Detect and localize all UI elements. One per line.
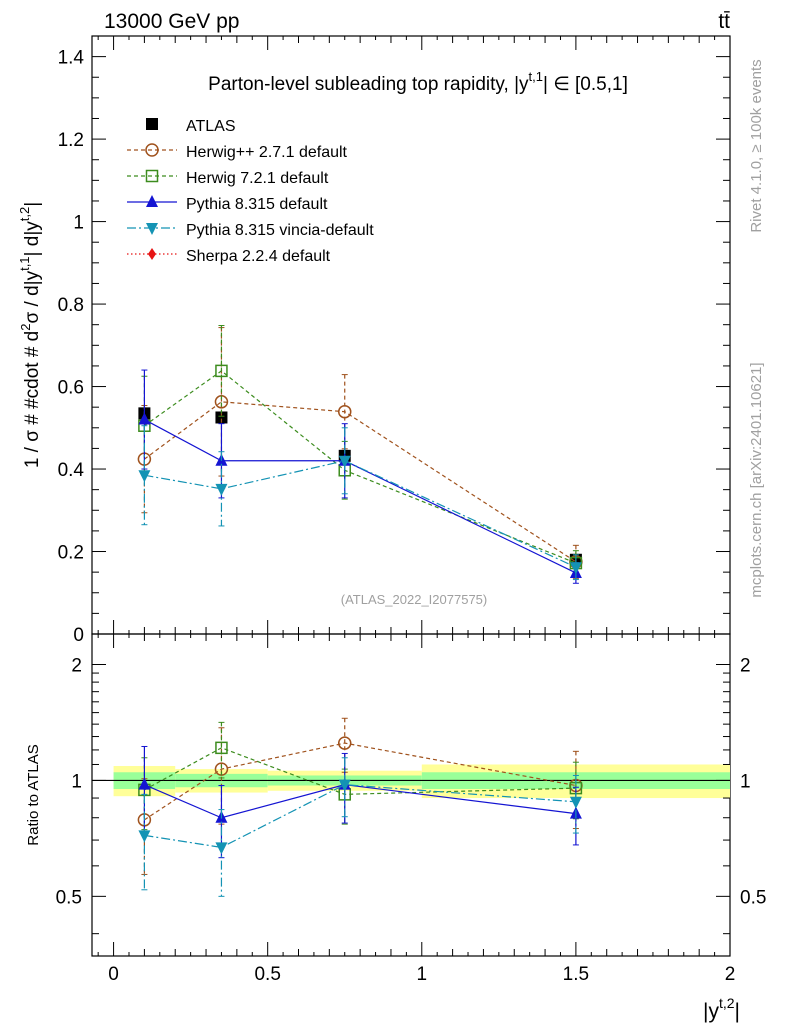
main-point-herwigpp [337, 404, 352, 419]
legend-label-pythia: Pythia 8.315 default [186, 196, 328, 213]
ratio-point-vincia [138, 830, 151, 843]
xtick-label: 1.5 [563, 964, 589, 985]
ratio-ytick-label-right: 1 [740, 771, 751, 792]
x-axis-label: |yt,2| [703, 995, 740, 1023]
axes-ticks: 0 0.2 0.4 0.6 0.8 1 1.2 1.4 0 0.5 1 1.5 2 0.5 0.5 1 1 2 2 [56, 36, 766, 985]
legend-label-herwigpp: Herwig++ 2.7.1 default [186, 144, 348, 161]
legend-label-sherpa: Sherpa 2.2.4 default [186, 248, 331, 265]
legend-marker-pythia [146, 195, 158, 207]
ratio-y-axis-label: Ratio to ATLAS [25, 744, 42, 845]
main-ytick-label: 0 [73, 625, 84, 646]
main-point-pythia [138, 412, 151, 425]
xtick-label: 0 [108, 964, 119, 985]
main-ytick-label: 0.6 [58, 378, 84, 399]
process-label: tt̄ [718, 10, 730, 33]
xtick-label: 1 [416, 964, 427, 985]
ratio-ytick-label-right: 2 [740, 655, 751, 676]
energy-label: 13000 GeV pp [104, 10, 239, 33]
ratio-series-pythia [138, 745, 582, 859]
ratio-ytick-label-right: 0.5 [740, 887, 766, 908]
main-ytick-label: 1.2 [58, 130, 84, 151]
legend-label-atlas: ATLAS [186, 118, 236, 135]
legend-label-vincia: Pythia 8.315 vincia-default [186, 222, 374, 239]
ratio-ytick-label: 1 [71, 771, 82, 792]
ratio-ytick-label: 0.5 [56, 887, 82, 908]
main-ytick-label: 1 [73, 213, 84, 234]
ratio-line-vincia [144, 784, 576, 849]
main-series-herwigpp [137, 327, 583, 579]
main-series-atlas [138, 407, 582, 566]
legend-label-herwig7: Herwig 7.2.1 default [186, 170, 329, 187]
main-line-vincia [144, 460, 577, 568]
main-point-atlas [215, 411, 228, 424]
main-point-vincia [338, 455, 351, 468]
mcplots-source-label: mcplots.cern.ch [arXiv:2401.10621] [748, 362, 765, 597]
ratio-point-vincia [569, 796, 582, 809]
data-marks [137, 325, 583, 897]
ratio-point-vincia [215, 842, 228, 855]
legend-marker-herwig7 [145, 169, 159, 183]
ratio-point-pythia [138, 777, 151, 790]
plot-title: Parton-level subleading top rapidity, |y… [208, 69, 628, 95]
rivet-version-label: Rivet 4.1.0, ≥ 100k events [748, 59, 765, 232]
main-line-herwigpp [144, 401, 577, 563]
main-y-axis-label: 1 / σ # #cdot # d2σ / d|yt,1| d|yt,2| [17, 202, 43, 468]
legend-marker-atlas [146, 118, 158, 130]
main-line-herwig7 [144, 370, 577, 564]
main-point-vincia [215, 483, 228, 496]
xtick-label: 2 [725, 964, 736, 985]
analysis-watermark: (ATLAS_2022_I2077575) [341, 592, 487, 607]
main-line-pythia [144, 419, 577, 574]
main-point-vincia [138, 470, 151, 483]
ratio-line-pythia [144, 784, 576, 819]
ratio-point-vincia [338, 779, 351, 792]
ratio-series-vincia [138, 757, 582, 897]
main-point-vincia [569, 562, 582, 575]
main-series-vincia [138, 425, 582, 581]
xtick-label: 0.5 [254, 964, 280, 985]
ratio-ytick-label: 2 [71, 655, 82, 676]
main-ytick-label: 0.4 [58, 460, 85, 481]
legend-marker-herwigpp [145, 143, 159, 157]
legend-marker-sherpa [148, 248, 156, 260]
main-series-herwig7 [138, 325, 583, 576]
main-ytick-label: 0.2 [58, 543, 84, 564]
legend-marker-vincia [146, 223, 158, 235]
main-ytick-label: 0.8 [58, 295, 84, 316]
ratio-point-herwigpp [337, 736, 352, 750]
ratio-line-herwigpp [144, 742, 577, 821]
ratio-point-herwig7 [215, 741, 228, 755]
main-ytick-label: 1.4 [58, 48, 85, 69]
legend: ATLAS Herwig++ 2.7.1 default Herwig 7.2.… [127, 118, 374, 265]
ratio-line-herwig7 [144, 747, 576, 795]
main-point-herwig7 [215, 364, 228, 378]
